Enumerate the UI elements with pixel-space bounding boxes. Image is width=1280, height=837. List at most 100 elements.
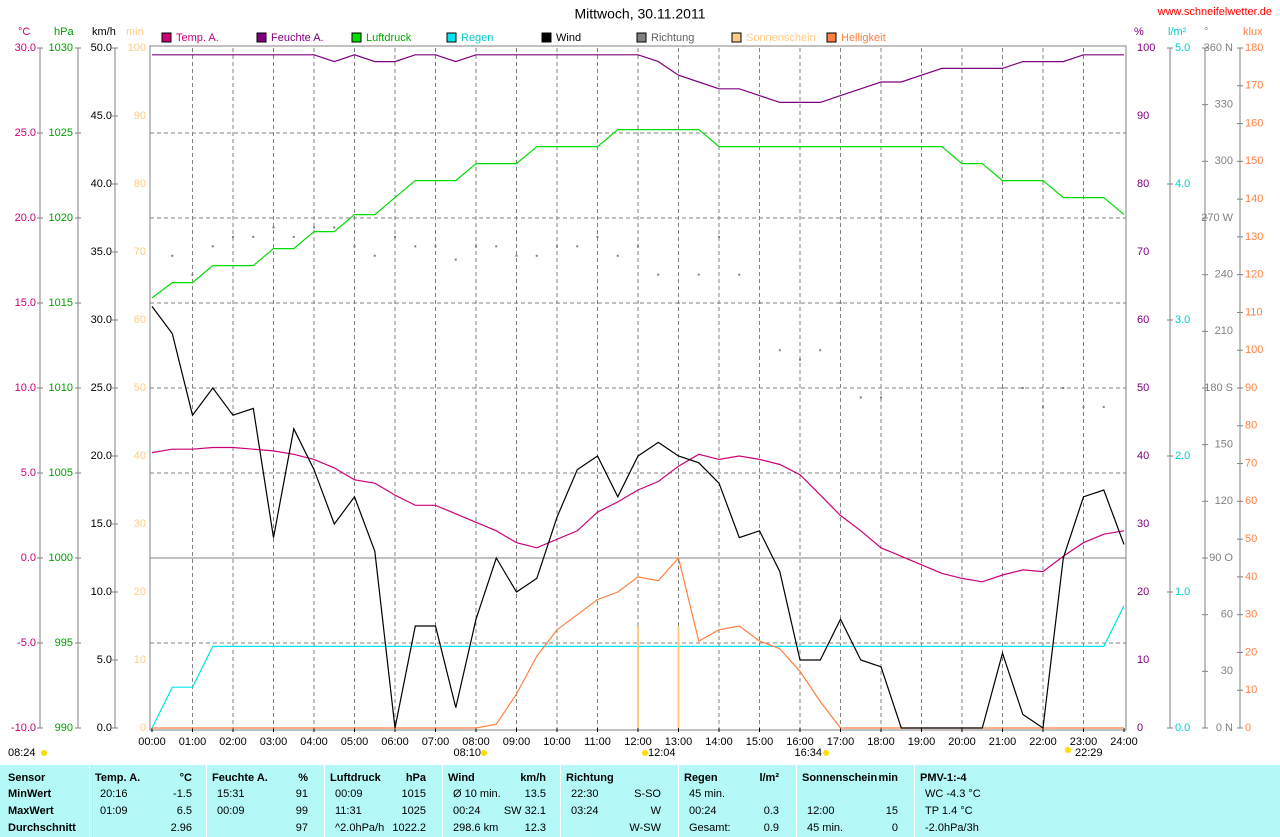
y-tick-label: 90	[1137, 110, 1149, 122]
y-tick-label: 90	[134, 110, 146, 122]
y-tick-label: 20.0	[15, 212, 36, 224]
x-tick-label: 24:00	[1110, 736, 1138, 748]
cell-left: Gesamt:	[689, 822, 731, 834]
column-separator	[324, 765, 325, 837]
chart: Mittwoch, 30.11.2011 www.schneifelwetter…	[8, 6, 1272, 759]
cell-right: 0.9	[763, 822, 779, 834]
cell-right: 99	[295, 805, 308, 817]
x-tick-label: 08:00	[462, 736, 490, 748]
sun-time: 22:29	[1075, 747, 1103, 759]
direction-dot	[839, 302, 842, 304]
cell-left: 12:00	[807, 805, 835, 817]
row-label: Sensor	[8, 772, 46, 784]
cell-right: 6.5	[176, 805, 192, 817]
direction-dot	[211, 245, 214, 248]
y-tick-label: 100	[1137, 42, 1155, 54]
cell-left: WC -4.3 °C	[925, 788, 981, 800]
sunshine-bar	[637, 626, 639, 728]
y-tick-label: 20	[134, 586, 146, 598]
y-tick-label: 160	[1245, 117, 1263, 129]
y-tick-label: 90	[1245, 382, 1257, 394]
y-tick-label: 60	[134, 314, 146, 326]
column-title: Regen	[684, 772, 718, 784]
cell-left: 15:31	[217, 788, 245, 800]
column-separator	[914, 765, 915, 837]
x-tick-label: 14:00	[705, 736, 733, 748]
cell-right: 1015	[401, 788, 426, 800]
x-tick-label: 10:00	[543, 736, 571, 748]
cell-left: 45 min.	[689, 788, 726, 800]
x-tick-label: 13:00	[665, 736, 693, 748]
sunshine-bar	[677, 626, 680, 728]
y-tick-label: 50.0	[91, 42, 112, 54]
row-label: Durchschnitt	[8, 822, 76, 834]
axis-title: °C	[18, 26, 30, 38]
cell-right: W-SW	[629, 822, 661, 834]
y-tick-label: 150	[1215, 439, 1233, 451]
y-tick-label: 60	[1221, 609, 1233, 621]
cell-right: 91	[295, 788, 308, 800]
direction-dot	[738, 273, 741, 276]
y-tick-label: 0	[1137, 722, 1143, 734]
column-separator	[442, 765, 443, 837]
legend-label: Richtung	[651, 32, 694, 44]
cell-left: TP 1.4 °C	[925, 805, 973, 817]
direction-dot	[515, 254, 518, 257]
column-separator	[678, 765, 679, 837]
axis-title: klux	[1243, 26, 1263, 38]
sun-time: 08:10	[453, 747, 481, 759]
column-unit: %	[298, 772, 308, 784]
legend-label: Regen	[461, 32, 493, 44]
sun-icon	[1065, 747, 1071, 753]
y-tick-label: 0 N	[1216, 722, 1233, 734]
x-tick-label: 02:00	[219, 736, 247, 748]
y-tick-label: 30.0	[15, 42, 36, 54]
y-tick-label: 25.0	[15, 127, 36, 139]
direction-dot	[859, 396, 862, 399]
column-separator	[89, 765, 90, 837]
sun-time: 08:24	[8, 747, 36, 759]
direction-dot	[1102, 405, 1105, 408]
y-tick-label: 60	[1245, 495, 1257, 507]
y-tick-label: 120	[1245, 269, 1263, 281]
column-title: Luftdruck	[330, 772, 381, 784]
cell-left: 00:09	[335, 788, 363, 800]
cell-left: ^2.0hPa/h	[335, 822, 385, 834]
direction-dot	[556, 245, 558, 248]
direction-dot	[475, 245, 477, 248]
y-tick-label: 1000	[49, 552, 73, 564]
column-unit: km/h	[520, 772, 546, 784]
y-tick-label: 25.0	[91, 382, 112, 394]
direction-dot	[495, 245, 498, 248]
row-label: MinWert	[8, 788, 52, 800]
cell-right: S-SO	[634, 788, 661, 800]
column-separator	[206, 765, 207, 837]
cell-left: 45 min.	[807, 822, 844, 834]
x-tick-label: 17:00	[827, 736, 855, 748]
x-tick-label: 15:00	[746, 736, 774, 748]
cell-right: 12.3	[524, 822, 546, 834]
y-tick-label: 80	[134, 178, 146, 190]
y-tick-label: 995	[55, 637, 73, 649]
legend-swatch	[826, 32, 837, 43]
y-tick-label: 40.0	[91, 178, 112, 190]
x-tick-label: 01:00	[179, 736, 207, 748]
direction-dot	[454, 258, 457, 261]
y-tick-label: 40	[1137, 450, 1149, 462]
direction-dot	[677, 302, 680, 304]
y-tick-label: 1030	[49, 42, 73, 54]
y-tick-label: 2.0	[1175, 450, 1190, 462]
direction-dot	[778, 349, 781, 352]
direction-dot	[616, 254, 619, 257]
y-tick-label: 210	[1215, 325, 1233, 337]
x-tick-label: 21:00	[989, 736, 1017, 748]
x-tick-label: 18:00	[867, 736, 895, 748]
direction-dot	[292, 235, 295, 238]
x-tick-label: 11:00	[584, 736, 611, 748]
column-unit: min	[878, 772, 898, 784]
direction-dot	[191, 273, 194, 276]
column-separator	[560, 765, 561, 837]
y-tick-label: 30	[1245, 609, 1257, 621]
y-tick-label: -5.0	[17, 637, 36, 649]
